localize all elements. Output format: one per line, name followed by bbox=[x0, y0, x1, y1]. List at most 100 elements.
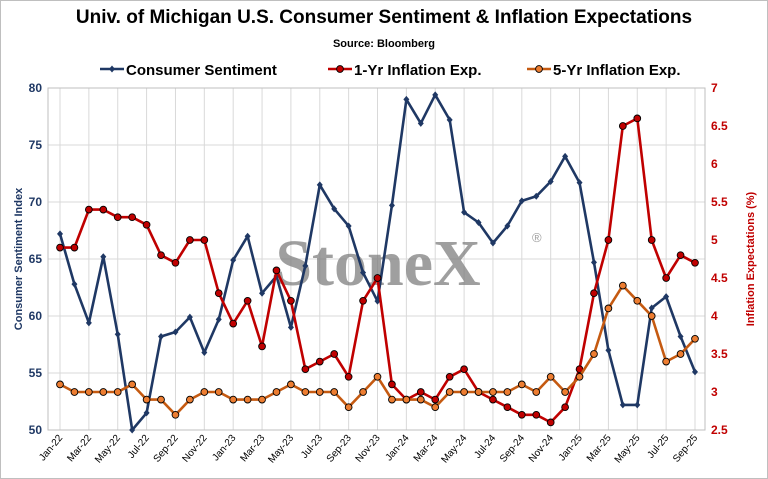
data-point bbox=[359, 296, 367, 305]
data-point bbox=[619, 401, 626, 409]
series-0 bbox=[57, 91, 698, 434]
data-point bbox=[663, 293, 670, 301]
data-point bbox=[85, 388, 93, 396]
data-point bbox=[215, 315, 222, 323]
data-point bbox=[172, 328, 179, 336]
watermark-registered-mark: ® bbox=[532, 230, 542, 245]
data-point bbox=[590, 258, 597, 266]
data-point bbox=[634, 401, 641, 409]
x-tick-label: May-24 bbox=[440, 433, 470, 466]
x-tick-label: Sep-25 bbox=[671, 433, 700, 465]
data-point bbox=[114, 330, 121, 338]
data-point bbox=[243, 296, 252, 305]
data-point bbox=[575, 372, 584, 381]
legend-item-1: 1-Yr Inflation Exp. bbox=[328, 62, 482, 79]
data-point bbox=[258, 342, 266, 351]
data-point bbox=[604, 236, 613, 244]
x-tick-label: Jul-24 bbox=[472, 433, 498, 461]
data-point bbox=[475, 219, 482, 227]
y-right-tick-label: 6 bbox=[711, 157, 718, 171]
data-point bbox=[142, 220, 151, 229]
data-point bbox=[344, 403, 353, 412]
data-point bbox=[504, 222, 511, 230]
y-right-tick-label: 7 bbox=[711, 81, 718, 95]
x-tick-label: Sep-22 bbox=[152, 433, 181, 465]
data-point bbox=[99, 205, 108, 214]
data-point bbox=[56, 380, 64, 389]
data-point bbox=[517, 380, 526, 389]
data-point bbox=[647, 236, 656, 244]
data-point bbox=[301, 365, 310, 374]
series-layer bbox=[56, 91, 699, 434]
x-tick-label: Sep-23 bbox=[325, 433, 354, 465]
data-point bbox=[230, 256, 237, 264]
data-point bbox=[605, 346, 612, 354]
data-point bbox=[128, 380, 137, 389]
data-point bbox=[244, 232, 251, 240]
data-point bbox=[532, 388, 541, 396]
data-point bbox=[158, 333, 165, 341]
data-point bbox=[604, 304, 613, 313]
data-point bbox=[489, 239, 496, 247]
x-tick-label: Jan-25 bbox=[557, 433, 585, 464]
data-point bbox=[113, 213, 122, 222]
data-point bbox=[561, 403, 569, 412]
legend-label: Consumer Sentiment bbox=[126, 62, 277, 79]
data-point bbox=[85, 205, 93, 214]
x-tick-label: Jan-23 bbox=[210, 433, 238, 464]
data-point bbox=[461, 208, 468, 216]
data-point bbox=[143, 409, 150, 417]
data-point bbox=[518, 197, 525, 205]
legend-item-2: 5-Yr Inflation Exp. bbox=[527, 62, 681, 79]
y-right-tick-label: 5.5 bbox=[711, 195, 728, 209]
data-point bbox=[662, 274, 670, 282]
data-point bbox=[229, 395, 238, 404]
data-point bbox=[85, 319, 92, 327]
data-point bbox=[186, 395, 194, 404]
legend-label: 5-Yr Inflation Exp. bbox=[553, 62, 681, 79]
y-right-tick-label: 2.5 bbox=[711, 423, 728, 437]
data-point bbox=[287, 296, 295, 305]
data-point bbox=[388, 201, 395, 209]
x-tick-label: Jul-23 bbox=[299, 433, 325, 461]
y-right-tick-label: 6.5 bbox=[711, 119, 728, 133]
data-point bbox=[691, 334, 699, 343]
data-point bbox=[503, 403, 512, 412]
data-point bbox=[388, 380, 396, 389]
data-point bbox=[129, 426, 136, 434]
data-point bbox=[214, 388, 223, 396]
data-point bbox=[445, 388, 454, 396]
data-point bbox=[373, 274, 382, 282]
data-point bbox=[287, 380, 295, 389]
data-point bbox=[489, 395, 497, 404]
data-point bbox=[70, 243, 79, 252]
y-axis-right-label: Inflation Expectations (%) bbox=[745, 191, 757, 326]
legend-marker bbox=[535, 65, 543, 73]
x-tick-label: Nov-24 bbox=[527, 433, 556, 465]
y-axis-left-label: Consumer Sentiment Index bbox=[13, 187, 25, 330]
data-point bbox=[562, 152, 569, 160]
data-point bbox=[388, 395, 396, 404]
data-point bbox=[416, 395, 425, 404]
y-right-tick-label: 3.5 bbox=[711, 347, 728, 361]
x-tick-label: Mar-24 bbox=[412, 433, 441, 465]
data-point bbox=[330, 350, 339, 358]
legend-marker bbox=[109, 65, 115, 73]
data-point bbox=[402, 395, 411, 404]
data-point bbox=[301, 388, 310, 396]
data-point bbox=[360, 269, 367, 277]
data-point bbox=[446, 116, 453, 124]
data-point bbox=[70, 388, 79, 396]
data-point bbox=[460, 365, 468, 374]
data-point bbox=[157, 395, 165, 404]
data-point bbox=[345, 222, 352, 230]
data-point bbox=[503, 388, 512, 396]
x-tick-label: Nov-23 bbox=[354, 433, 383, 465]
data-point bbox=[547, 177, 554, 185]
data-point bbox=[214, 289, 223, 298]
data-point bbox=[676, 251, 685, 260]
data-point bbox=[445, 372, 454, 381]
data-point bbox=[431, 395, 440, 404]
y-right-tick-label: 4.5 bbox=[711, 271, 728, 285]
